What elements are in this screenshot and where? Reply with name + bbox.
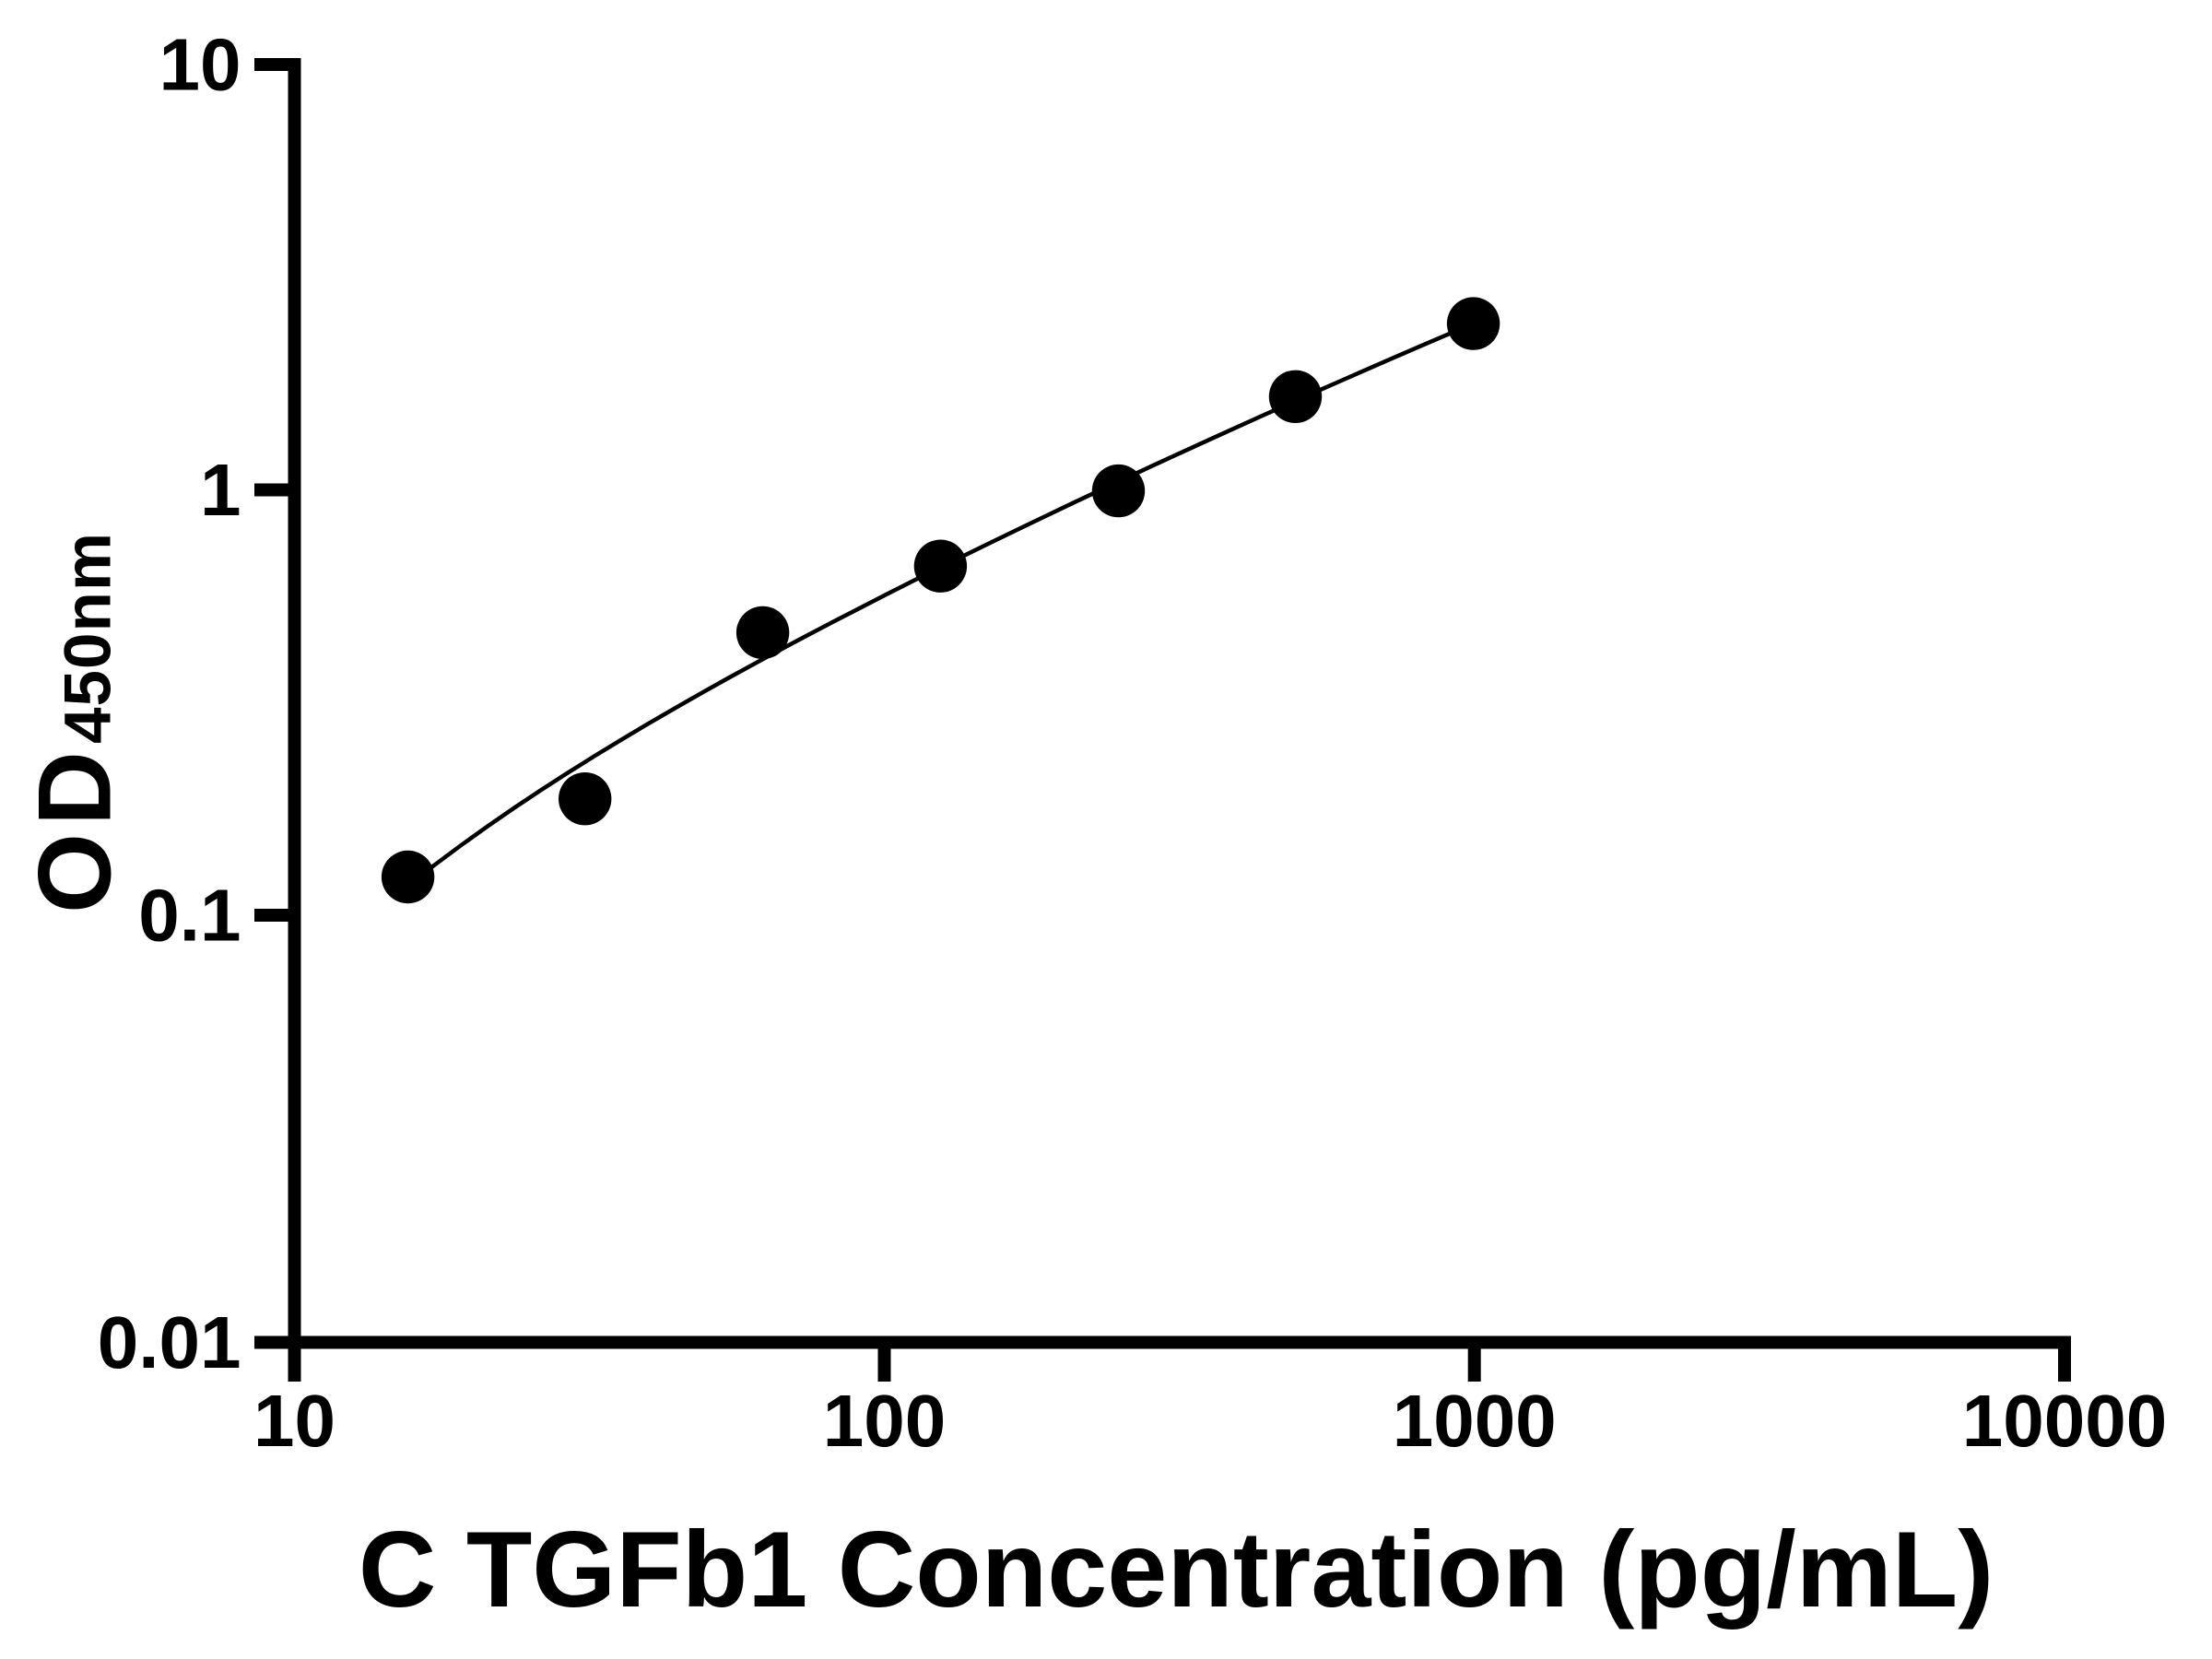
svg-text:0.1: 0.1 bbox=[138, 875, 241, 957]
svg-text:100: 100 bbox=[823, 1380, 946, 1462]
svg-text:10: 10 bbox=[253, 1380, 335, 1462]
svg-text:10: 10 bbox=[159, 24, 241, 106]
svg-text:OD450nm: OD450nm bbox=[18, 532, 133, 913]
svg-text:1: 1 bbox=[200, 449, 241, 531]
svg-text:10000: 10000 bbox=[1962, 1380, 2167, 1462]
svg-text:1000: 1000 bbox=[1393, 1380, 1557, 1462]
svg-text:C TGFb1 Concentration (pg/mL): C TGFb1 Concentration (pg/mL) bbox=[359, 1509, 1994, 1630]
svg-text:0.01: 0.01 bbox=[98, 1301, 241, 1383]
